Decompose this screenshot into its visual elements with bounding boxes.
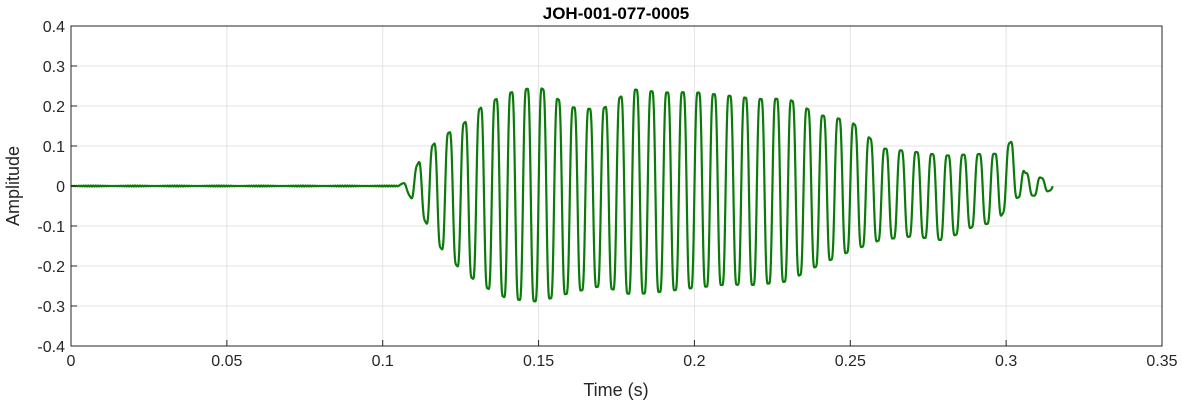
y-tick-label: 0.2 — [43, 99, 65, 116]
chart-title: JOH-001-077-0005 — [543, 4, 689, 23]
y-tick-label: -0.1 — [37, 219, 65, 236]
x-tick-label: 0.2 — [683, 353, 705, 370]
y-tick-label: -0.2 — [37, 259, 65, 276]
series-line — [70, 87, 1054, 303]
x-tick-label: 0.1 — [372, 353, 394, 370]
x-tick-label: 0.25 — [835, 353, 866, 370]
y-tick-label: 0.3 — [43, 59, 65, 76]
x-tick-label: 0.3 — [995, 353, 1017, 370]
y-tick-label: -0.3 — [37, 299, 65, 316]
x-tick-label: 0.15 — [523, 353, 554, 370]
tick-layer: 0 0.05 0.1 0.15 0.2 0.25 0.3 0.35 -0.4 -0.3 -0.2 -0… — [37, 19, 1177, 370]
x-tick-label: 0.35 — [1146, 353, 1177, 370]
y-tick-label: 0.4 — [43, 19, 65, 36]
x-axis-label: Time (s) — [583, 380, 648, 400]
y-tick-label: 0.1 — [43, 139, 65, 156]
y-tick-label: 0 — [56, 179, 65, 196]
x-tick-label: 0.05 — [211, 353, 242, 370]
x-tick-label: 0 — [67, 353, 76, 370]
y-tick-label: -0.4 — [37, 339, 65, 356]
y-axis-label: Amplitude — [3, 146, 23, 226]
series-layer — [70, 87, 1054, 303]
